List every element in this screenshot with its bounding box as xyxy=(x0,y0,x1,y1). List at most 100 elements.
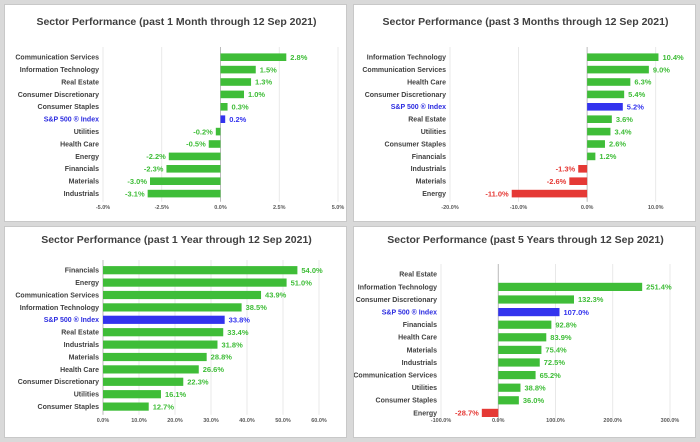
data-label: -1.3% xyxy=(556,165,576,174)
category-label: S&P 500 ® Index xyxy=(44,316,99,324)
x-tick-label: 0.0% xyxy=(581,205,594,211)
bar xyxy=(578,165,588,173)
bar xyxy=(498,295,574,304)
category-label: Consumer Staples xyxy=(376,398,438,405)
data-label: 28.8% xyxy=(211,353,233,362)
category-label: Materials xyxy=(69,179,99,186)
category-label: Information Technology xyxy=(20,305,99,312)
category-label: Real Estate xyxy=(61,79,99,86)
category-label: Energy xyxy=(75,154,99,161)
category-label: Consumer Discretionary xyxy=(18,379,99,386)
data-label: 1.5% xyxy=(260,65,277,74)
x-tick-label: 20.0% xyxy=(167,418,183,424)
data-label: 10.4% xyxy=(662,53,684,62)
chart-title: Sector Performance (past 1 Month through… xyxy=(36,16,316,28)
bar xyxy=(215,127,221,136)
data-label: 92.8% xyxy=(555,320,577,329)
bar xyxy=(498,383,521,392)
data-label: 38.5% xyxy=(246,303,268,312)
category-label: Information Technology xyxy=(20,67,99,74)
bar xyxy=(498,358,540,367)
data-label: -3.0% xyxy=(127,177,147,186)
data-label: 0.3% xyxy=(232,103,249,112)
bar xyxy=(587,90,625,99)
category-label: Materials xyxy=(416,179,446,186)
bar xyxy=(587,115,612,123)
bar xyxy=(220,103,228,111)
bar xyxy=(103,290,262,300)
x-tick-label: 300.0% xyxy=(661,418,680,424)
bar xyxy=(103,352,207,362)
bar xyxy=(103,340,218,349)
category-label: Utilities xyxy=(412,385,437,392)
chart-svg-3-months: Sector Performance (past 3 Months throug… xyxy=(362,16,684,211)
bar xyxy=(587,78,631,86)
category-label: S&P 500 ® Index xyxy=(391,103,446,111)
category-label: Real Estate xyxy=(408,117,446,124)
category-label: S&P 500 ® Index xyxy=(382,309,437,317)
data-label: -2.6% xyxy=(547,177,567,186)
bar xyxy=(220,115,226,123)
data-label: -2.2% xyxy=(146,152,166,161)
category-label: Consumer Staples xyxy=(38,404,100,411)
bar xyxy=(587,152,596,161)
data-label: 36.0% xyxy=(523,396,545,405)
category-label: Industrials xyxy=(64,191,100,198)
category-label: Utilities xyxy=(74,392,99,399)
data-label: 31.8% xyxy=(221,340,243,349)
category-label: Financials xyxy=(403,322,437,329)
category-label: Information Technology xyxy=(358,284,437,291)
bar xyxy=(498,371,536,380)
data-label: 22.3% xyxy=(187,378,209,387)
bar xyxy=(587,103,623,111)
data-label: -2.3% xyxy=(144,165,164,174)
x-tick-label: -20.0% xyxy=(441,205,459,211)
x-tick-label: -10.0% xyxy=(510,205,528,211)
bar xyxy=(587,65,649,74)
data-label: 9.0% xyxy=(653,65,670,74)
data-label: 43.9% xyxy=(265,291,287,300)
data-label: 38.8% xyxy=(524,383,546,392)
bar xyxy=(498,282,643,291)
data-label: 1.0% xyxy=(248,90,265,99)
data-label: 107.0% xyxy=(564,308,590,317)
bar xyxy=(168,152,221,161)
category-label: Financials xyxy=(65,166,99,173)
data-label: 54.0% xyxy=(301,266,323,275)
bar xyxy=(103,328,224,337)
category-label: S&P 500 ® Index xyxy=(44,116,99,124)
bar xyxy=(220,65,256,74)
category-label: Information Technology xyxy=(367,55,446,62)
data-label: 12.7% xyxy=(153,402,175,411)
category-label: Consumer Staples xyxy=(38,104,100,111)
x-tick-label: 30.0% xyxy=(203,418,219,424)
category-label: Communication Services xyxy=(15,292,99,299)
data-label: -0.5% xyxy=(186,140,206,149)
data-label: 83.9% xyxy=(550,333,572,342)
data-label: -11.0% xyxy=(485,189,509,198)
x-tick-label: 40.0% xyxy=(239,418,255,424)
category-label: Consumer Staples xyxy=(385,141,447,148)
category-label: Health Care xyxy=(407,79,446,86)
bar xyxy=(587,127,611,136)
bar xyxy=(103,315,225,324)
data-label: 3.4% xyxy=(614,127,631,136)
data-label: -3.1% xyxy=(125,189,145,198)
data-label: 16.1% xyxy=(165,390,187,399)
data-label: 33.4% xyxy=(227,328,249,337)
category-label: Energy xyxy=(422,191,446,198)
x-tick-label: 10.0% xyxy=(648,205,664,211)
bar xyxy=(103,402,149,411)
chart-title: Sector Performance (past 1 Year through … xyxy=(41,234,312,246)
bar xyxy=(220,90,244,99)
x-tick-label: 0.0% xyxy=(214,205,227,211)
category-label: Utilities xyxy=(74,129,99,136)
bar xyxy=(103,377,184,386)
x-tick-label: 5.0% xyxy=(332,205,345,211)
bar xyxy=(147,189,221,198)
category-label: Financials xyxy=(65,268,99,275)
bar xyxy=(498,308,560,317)
bar xyxy=(511,189,588,198)
data-label: 251.4% xyxy=(646,283,672,292)
data-label: 26.6% xyxy=(203,365,225,374)
